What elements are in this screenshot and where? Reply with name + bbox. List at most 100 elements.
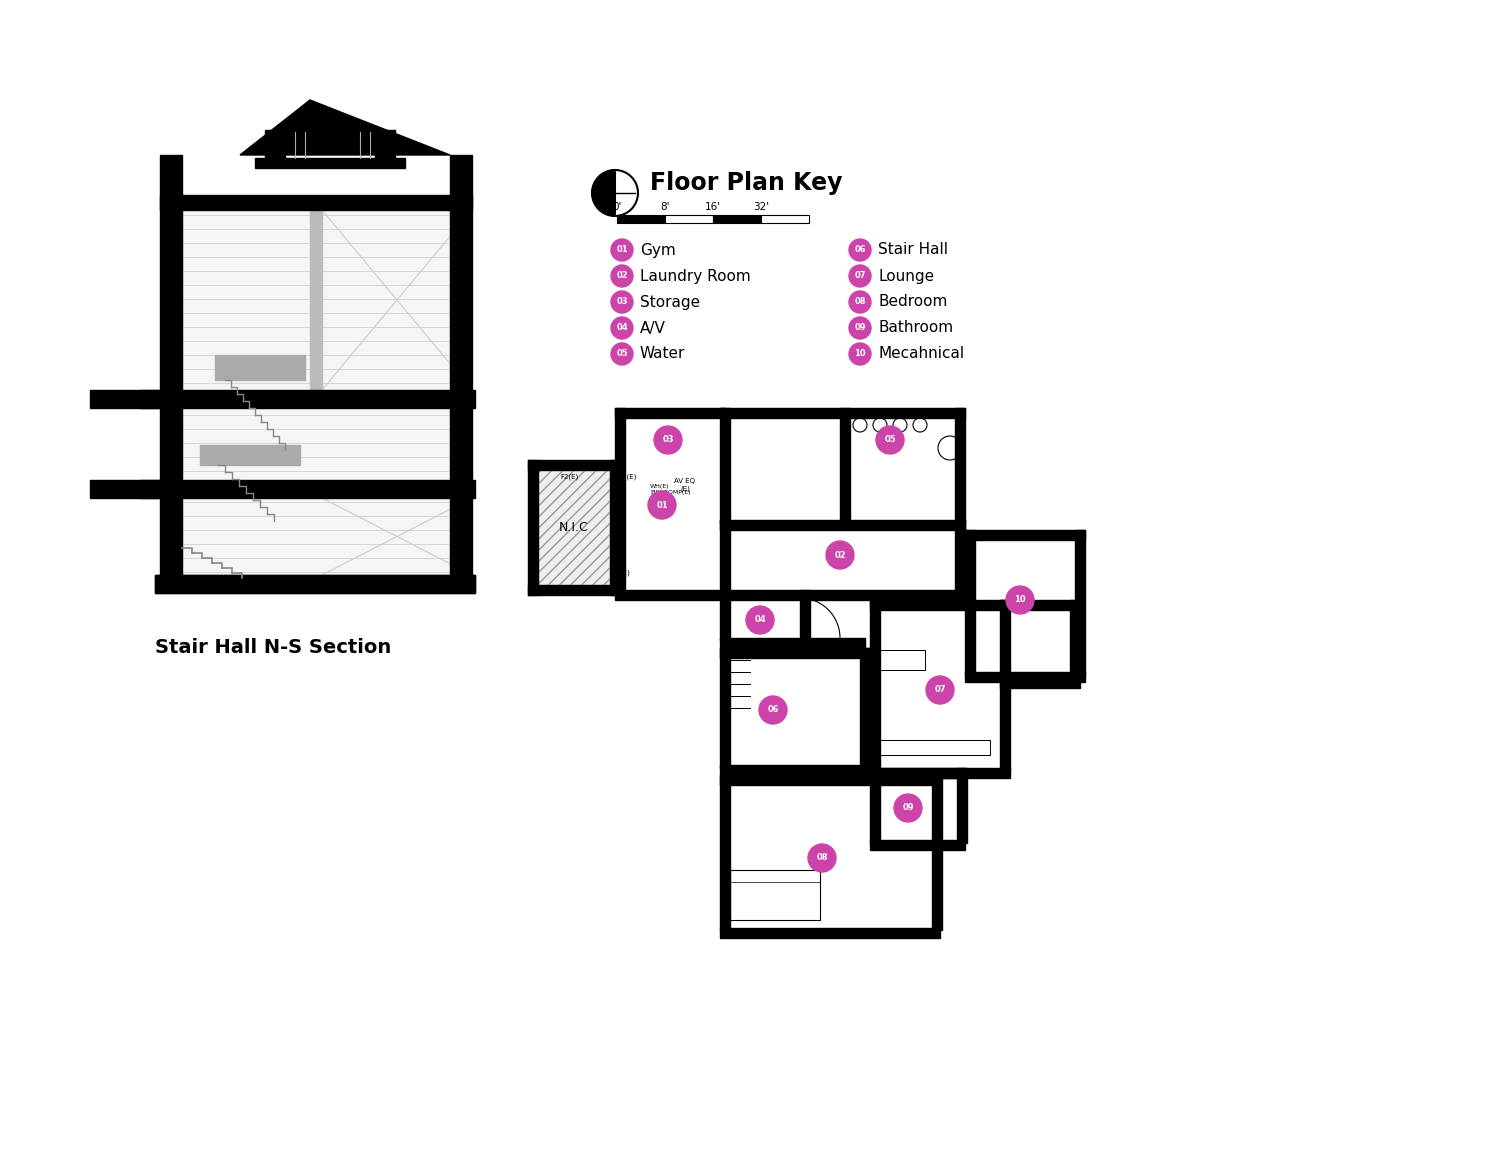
Bar [712, 216, 760, 223]
Circle shape [849, 265, 871, 287]
Text: Bathroom: Bathroom [878, 321, 953, 335]
Bar [720, 637, 810, 648]
Bar [154, 575, 476, 593]
Bar [615, 408, 724, 418]
Text: 07: 07 [855, 271, 865, 280]
Circle shape [808, 844, 836, 872]
Text: 03: 03 [616, 298, 627, 306]
Text: 01: 01 [656, 501, 668, 510]
Bar [528, 460, 538, 595]
Bar [528, 460, 620, 595]
Bar [720, 408, 730, 523]
Bar [310, 210, 322, 389]
Circle shape [876, 427, 904, 454]
Text: 08: 08 [855, 298, 865, 306]
Text: 0': 0' [612, 202, 621, 212]
Circle shape [1007, 586, 1034, 614]
Circle shape [654, 427, 682, 454]
Bar [182, 408, 450, 480]
Text: 03: 03 [663, 436, 674, 445]
Bar [870, 768, 1010, 778]
Bar [720, 590, 730, 640]
Bar [140, 389, 476, 408]
Circle shape [759, 697, 788, 724]
Polygon shape [240, 100, 450, 155]
Bar [870, 768, 964, 778]
Bar [957, 768, 968, 843]
Text: 10: 10 [853, 350, 865, 358]
Circle shape [827, 541, 854, 569]
Text: 16': 16' [705, 202, 722, 212]
Text: 32': 32' [753, 202, 770, 212]
Circle shape [849, 318, 871, 338]
Text: 8': 8' [660, 202, 669, 212]
Text: AV EQ
(E): AV EQ (E) [675, 478, 696, 491]
Bar [720, 520, 964, 530]
Bar [214, 355, 304, 380]
Circle shape [746, 606, 774, 634]
Text: Gym: Gym [640, 242, 675, 257]
Bar [800, 590, 810, 640]
Bar [720, 775, 940, 785]
Bar [182, 210, 450, 389]
Bar [615, 408, 626, 593]
Bar [964, 530, 1084, 540]
Bar [874, 650, 926, 670]
Bar [160, 155, 182, 590]
Circle shape [849, 239, 871, 261]
Text: 06: 06 [766, 706, 778, 714]
Bar [874, 739, 990, 755]
Bar [1000, 600, 1080, 610]
Text: Water: Water [640, 347, 686, 362]
Bar [255, 158, 405, 168]
Text: 07: 07 [934, 685, 945, 694]
Text: 06: 06 [853, 246, 865, 255]
Bar [528, 460, 620, 471]
Bar [90, 480, 165, 498]
Text: Laundry Room: Laundry Room [640, 269, 750, 284]
Bar [932, 775, 942, 930]
Bar [964, 530, 975, 675]
Bar [90, 389, 165, 408]
Bar [840, 408, 850, 523]
Circle shape [610, 343, 633, 365]
Bar [528, 585, 620, 595]
Bar [616, 216, 664, 223]
Text: 05: 05 [616, 350, 628, 358]
Bar [1070, 600, 1080, 680]
Bar [615, 590, 964, 600]
Text: 09: 09 [855, 323, 865, 333]
Bar [870, 600, 880, 770]
Text: F1(E): F1(E) [618, 473, 636, 480]
Bar [182, 498, 450, 575]
Text: WH(E)
EJECTOMP(E)
Pit(E): WH(E) EJECTOMP(E) Pit(E) [650, 484, 690, 501]
Bar [720, 775, 730, 930]
Bar [870, 768, 880, 843]
Text: N.I.C: N.I.C [560, 522, 590, 534]
Bar [160, 195, 472, 210]
Bar [870, 840, 964, 850]
Bar [720, 520, 730, 595]
Text: Mecahnical: Mecahnical [878, 347, 965, 362]
Bar [730, 870, 821, 920]
Bar [720, 928, 940, 938]
Text: A/V: A/V [640, 321, 666, 335]
Text: 04: 04 [754, 615, 766, 625]
Text: Storage: Storage [640, 294, 700, 309]
Bar [720, 648, 730, 768]
Circle shape [610, 318, 633, 338]
Bar [140, 480, 476, 498]
Text: 09: 09 [903, 803, 914, 812]
Circle shape [849, 343, 871, 365]
Bar [610, 460, 620, 595]
Circle shape [926, 676, 954, 704]
Bar [800, 637, 865, 648]
Bar [956, 520, 964, 600]
Bar [266, 130, 285, 160]
Bar [956, 408, 964, 523]
Bar [285, 132, 375, 158]
Text: 10: 10 [1014, 596, 1026, 605]
Bar [1076, 530, 1084, 675]
Circle shape [610, 291, 633, 313]
Circle shape [894, 794, 922, 822]
